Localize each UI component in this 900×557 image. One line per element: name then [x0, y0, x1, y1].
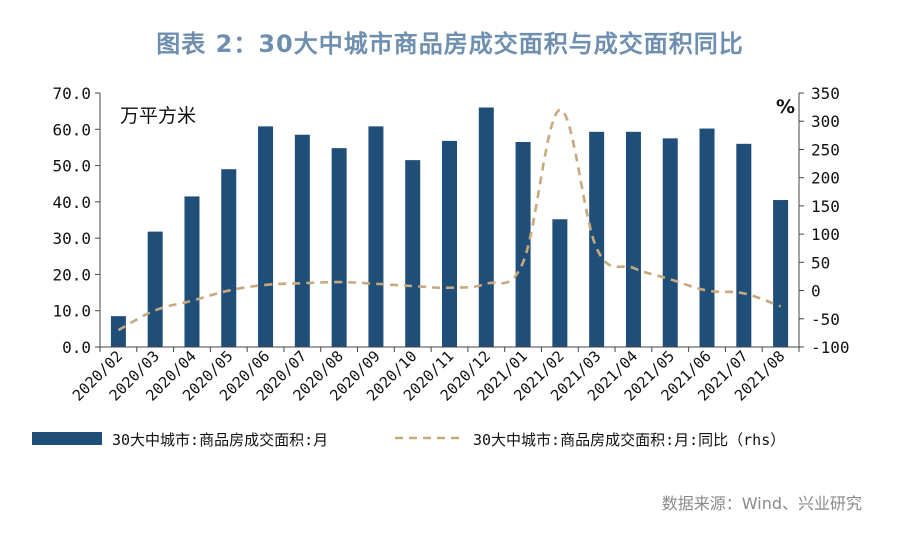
right-tick-label: 0	[811, 282, 821, 301]
bar	[515, 141, 531, 347]
bar	[699, 128, 715, 347]
bar	[662, 138, 678, 347]
left-axis-unit: 万平方米	[120, 105, 196, 127]
bar	[368, 126, 384, 347]
right-axis-unit: %	[776, 96, 795, 118]
bar	[405, 160, 421, 347]
x-axis-ticks: 2020/022020/032020/042020/052020/062020/…	[69, 347, 800, 405]
right-tick-label: 300	[811, 112, 840, 131]
chart: 0.0 10.0 20.0 30.0 40.0 50.0 60.0 70.0 -100 -50 0…	[32, 84, 850, 449]
left-tick-label: 50.0	[52, 157, 91, 176]
bar	[294, 134, 310, 347]
bar	[331, 148, 347, 347]
left-tick-label: 30.0	[52, 229, 91, 248]
left-tick-label: 20.0	[52, 265, 91, 284]
bar	[773, 200, 789, 347]
left-tick-label: 0.0	[62, 338, 91, 357]
bar	[552, 219, 568, 347]
left-tick-label: 40.0	[52, 193, 91, 212]
right-axis-ticks: -100 -50 0 50 100 150 200 250 300 350	[799, 84, 850, 357]
left-tick-label: 70.0	[52, 84, 91, 103]
left-axis-ticks: 0.0 10.0 20.0 30.0 40.0 50.0 60.0 70.0	[52, 84, 100, 357]
bar	[625, 131, 641, 347]
bar	[442, 140, 457, 347]
bar	[221, 169, 237, 347]
bar	[147, 231, 163, 347]
right-tick-label: 50	[811, 253, 830, 272]
bar	[184, 196, 200, 347]
right-tick-label: 150	[811, 197, 840, 216]
chart-title: 图表 2：30大中城市商品房成交面积与成交面积同比	[156, 30, 744, 58]
left-tick-label: 60.0	[52, 120, 91, 139]
bar	[258, 126, 274, 347]
right-tick-label: -100	[811, 338, 850, 357]
bar-series	[110, 107, 789, 347]
right-tick-label: 100	[811, 225, 840, 244]
legend-bar-label: 30大中城市:商品房成交面积:月	[112, 431, 328, 449]
legend-bar-swatch	[32, 432, 102, 445]
legend: 30大中城市:商品房成交面积:月 30大中城市:商品房成交面积:月:同比（rhs…	[32, 431, 785, 449]
legend-line-label: 30大中城市:商品房成交面积:月:同比（rhs）	[473, 431, 785, 449]
bar	[589, 131, 605, 347]
right-tick-label: 350	[811, 84, 840, 103]
bar	[478, 107, 494, 347]
data-source: 数据来源：Wind、兴业研究	[661, 494, 862, 513]
right-tick-label: -50	[811, 310, 840, 329]
bar	[110, 316, 126, 347]
right-tick-label: 200	[811, 169, 840, 188]
bar	[736, 143, 752, 347]
left-tick-label: 10.0	[52, 302, 91, 321]
right-tick-label: 250	[811, 140, 840, 159]
